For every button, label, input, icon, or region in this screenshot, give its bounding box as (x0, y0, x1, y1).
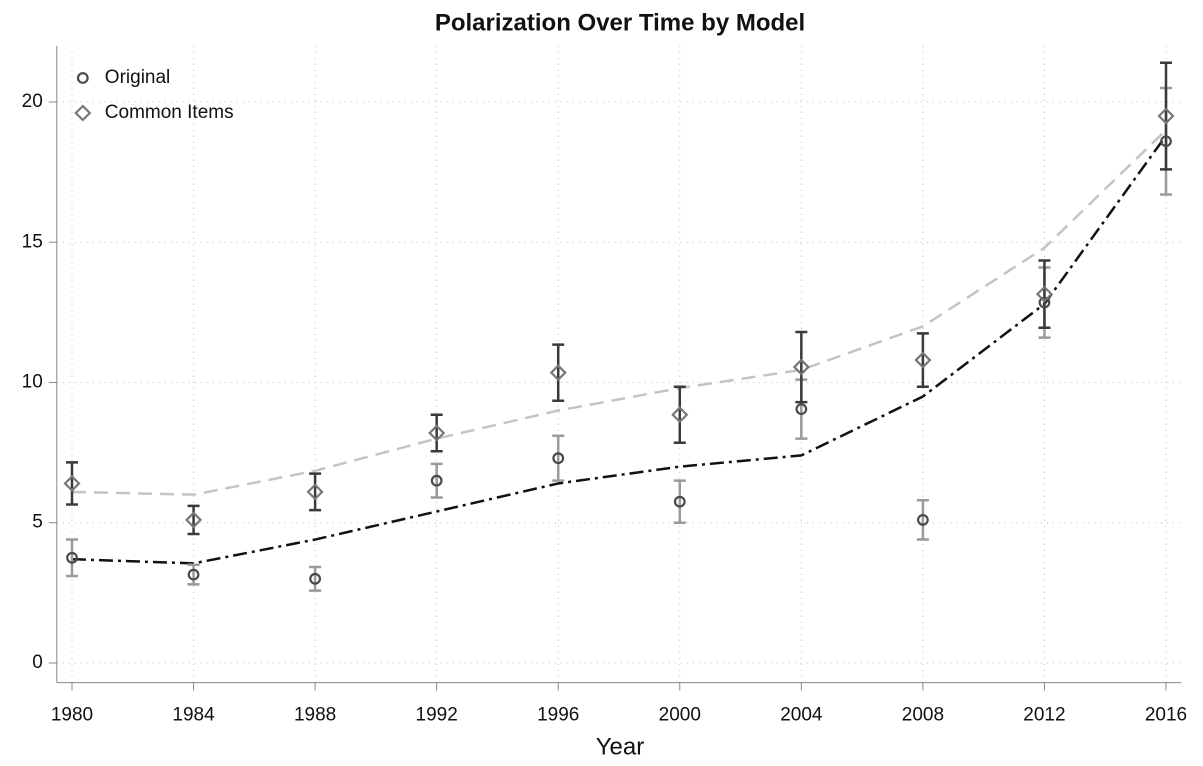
data-point (306, 483, 324, 501)
data-point (184, 511, 203, 529)
x-tick-label: 2012 (1023, 705, 1065, 726)
x-tick-label: 2000 (659, 705, 701, 726)
data-point (187, 568, 200, 581)
error-bar (916, 332, 929, 388)
legend-label: Original (105, 67, 170, 88)
data-point (549, 364, 567, 382)
data-point (430, 474, 443, 487)
data-point (673, 495, 686, 508)
x-tick-label: 1996 (537, 705, 579, 726)
chart-title: Polarization Over Time by Model (435, 9, 805, 36)
y-tick-label: 10 (22, 371, 43, 392)
x-tick-label: 1992 (416, 705, 458, 726)
error-bar (430, 413, 443, 453)
legend-marker (74, 104, 92, 122)
error-bar (552, 434, 565, 482)
error-bar (65, 538, 78, 578)
legend-label: Common Items (105, 102, 234, 123)
x-tick-label: 1984 (172, 705, 215, 726)
x-tick-label: 2008 (902, 705, 944, 726)
x-axis-label: Year (596, 733, 645, 760)
error-bar (552, 343, 565, 402)
x-tick-label: 2004 (780, 705, 823, 726)
error-bar (430, 462, 443, 499)
data-point (671, 406, 689, 424)
error-bar (1160, 61, 1173, 171)
error-bar (795, 330, 808, 404)
error-bar (916, 499, 929, 541)
data-point (1157, 107, 1175, 125)
error-bar (65, 461, 78, 506)
x-tick-label: 2016 (1145, 705, 1187, 726)
data-point (914, 351, 932, 369)
error-bar (1038, 259, 1051, 330)
data-point (66, 551, 78, 564)
data-point (428, 424, 446, 442)
data-point (1160, 135, 1172, 148)
data-point (309, 572, 322, 585)
data-point (792, 358, 810, 376)
data-point (1038, 296, 1051, 309)
trend-line (71, 134, 1168, 565)
trend-line (71, 129, 1167, 496)
error-bar (187, 563, 200, 586)
data-point (552, 452, 565, 465)
data-point (916, 514, 929, 526)
x-tick-label: 1988 (294, 705, 336, 726)
x-tick-label: 1980 (51, 705, 93, 726)
y-tick-label: 0 (32, 652, 43, 673)
legend-marker (76, 72, 89, 84)
error-bar (309, 472, 322, 512)
error-bar (309, 565, 322, 592)
error-bar (673, 479, 686, 524)
y-tick-label: 5 (32, 512, 43, 533)
data-point (63, 474, 81, 493)
data-point (1035, 285, 1054, 303)
y-tick-label: 20 (22, 91, 43, 112)
y-tick-label: 15 (22, 231, 43, 252)
error-bar (673, 385, 686, 445)
error-bar (187, 504, 200, 536)
data-point (795, 403, 808, 416)
